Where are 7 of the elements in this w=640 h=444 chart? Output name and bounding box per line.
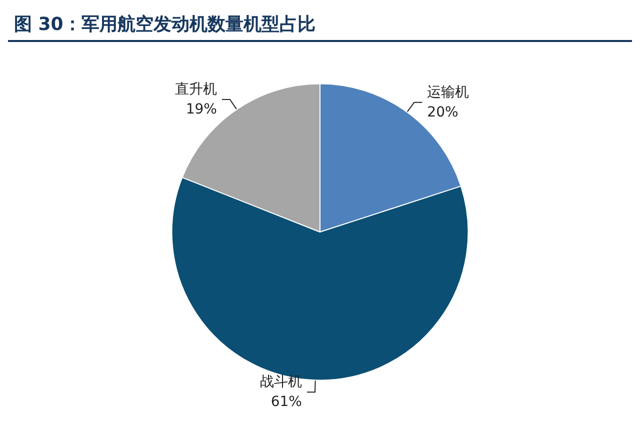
chart-title: 图 30：军用航空发动机数量机型占比 (8, 8, 632, 42)
data-label: 20% (427, 104, 458, 120)
slice-label: 战斗机 (260, 374, 302, 390)
data-label: 61% (270, 394, 302, 410)
data-label: 19% (186, 102, 217, 118)
slice-label: 运输机 (427, 84, 470, 100)
slice-label: 直升机 (174, 82, 217, 98)
